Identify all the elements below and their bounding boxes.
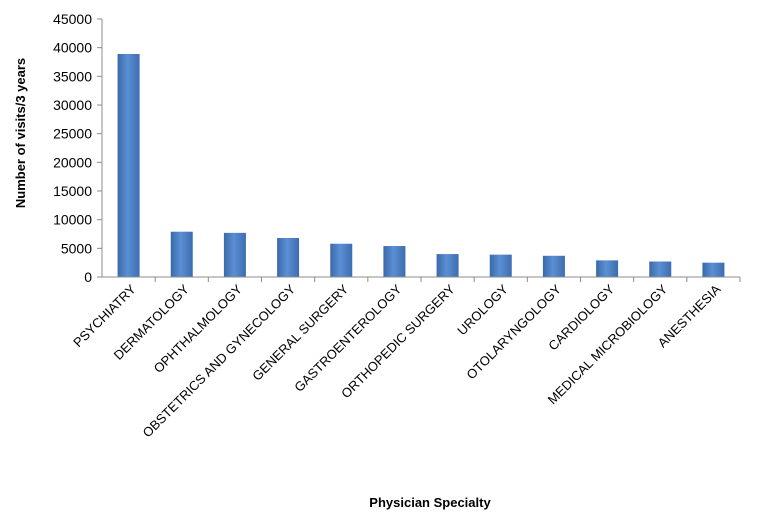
y-axis-ticks: 0 5000 10000 15000 20000 25000 30000 35000 40000… (53, 11, 102, 285)
y-tick-label: 5000 (61, 240, 92, 256)
bar-ophthalmology (223, 232, 246, 277)
bar-anesthesia (702, 262, 725, 277)
x-category-label: OTOLARYNGOLOGY (463, 281, 564, 382)
x-category-label: GENERAL SURGERY (249, 281, 351, 383)
bars (117, 53, 725, 278)
x-category-label: GASTROENTEROLOGY (291, 281, 405, 395)
y-tick-label: 45000 (53, 11, 92, 27)
bar-otolaryngology (542, 255, 565, 277)
y-tick-label: 25000 (53, 126, 92, 142)
y-tick-label: 0 (84, 269, 92, 285)
y-tick-label: 40000 (53, 40, 92, 56)
y-tick-label: 20000 (53, 154, 92, 170)
bar-psychiatry (117, 53, 140, 278)
bar-gastroenterology (383, 246, 406, 277)
y-axis-title: Number of visits/3 years (13, 58, 28, 208)
bar-orthopedic-surgery (436, 254, 459, 277)
bar-urology (489, 254, 512, 277)
bar-general-surgery (330, 243, 353, 277)
x-category-label: OPHTHALMOLOGY (151, 281, 246, 376)
bar-cardiology (596, 260, 619, 277)
x-axis-title: Physician Specialty (369, 495, 491, 510)
y-tick-label: 30000 (53, 97, 92, 113)
x-category-label: UROLOGY (454, 281, 511, 338)
bar-medical-microbiology (649, 261, 672, 277)
bar-obstetrics-and-gynecology (277, 238, 300, 277)
x-category-label: ORTHOPEDIC SURGERY (338, 281, 458, 401)
bar-dermatology (170, 231, 193, 277)
y-tick-label: 10000 (53, 212, 92, 228)
y-tick-label: 35000 (53, 68, 92, 84)
y-tick-label: 15000 (53, 183, 92, 199)
category-labels: PSYCHIATRYDERMATOLOGYOPHTHALMOLOGYOBSTET… (70, 277, 741, 440)
